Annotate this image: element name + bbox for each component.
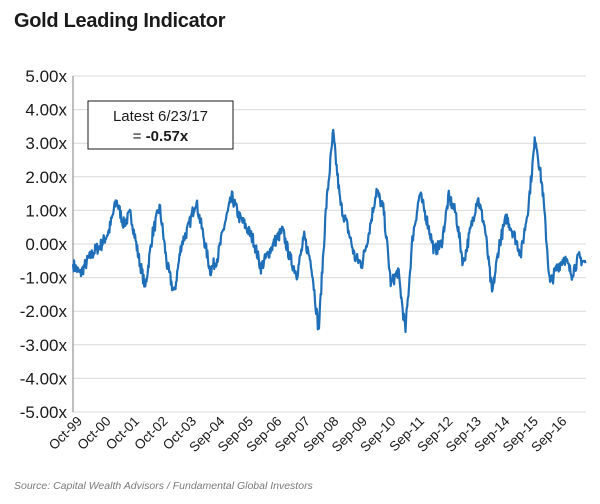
latest-value-annotation: Latest 6/23/17 = -0.57x	[87, 100, 234, 150]
y-tick-label: 5.00x	[25, 67, 67, 86]
x-axis-ticks: Oct-99Oct-00Oct-01Oct-02Oct-03Sep-04Sep-…	[46, 413, 570, 455]
y-tick-label: 2.00x	[25, 168, 67, 187]
y-tick-label: 3.00x	[25, 134, 67, 153]
y-tick-label: 0.00x	[25, 235, 67, 254]
series-line-gold-leading-indicator	[71, 128, 587, 334]
line-chart: 5.00x 4.00x 3.00x 2.00x 1.00x 0.00x -1.00x -2.0…	[20, 67, 587, 455]
annotation-line1: Latest 6/23/17	[113, 108, 208, 125]
source-note: Source: Capital Wealth Advisors / Fundam…	[14, 480, 313, 492]
y-axis-ticks: 5.00x 4.00x 3.00x 2.00x 1.00x 0.00x -1.00x -2.0…	[20, 67, 68, 422]
y-tick-label: -4.00x	[20, 369, 68, 388]
annotation-box	[87, 100, 234, 150]
y-tick-label: -1.00x	[20, 269, 68, 288]
annotation-line2: = -0.57x	[133, 128, 189, 145]
y-tick-label: 4.00x	[25, 101, 67, 120]
chart-title: Gold Leading Indicator	[14, 10, 226, 32]
y-tick-label: -3.00x	[20, 336, 68, 355]
y-tick-label: -2.00x	[20, 302, 68, 321]
y-tick-label: 1.00x	[25, 201, 67, 220]
y-tick-label: -5.00x	[20, 403, 68, 422]
